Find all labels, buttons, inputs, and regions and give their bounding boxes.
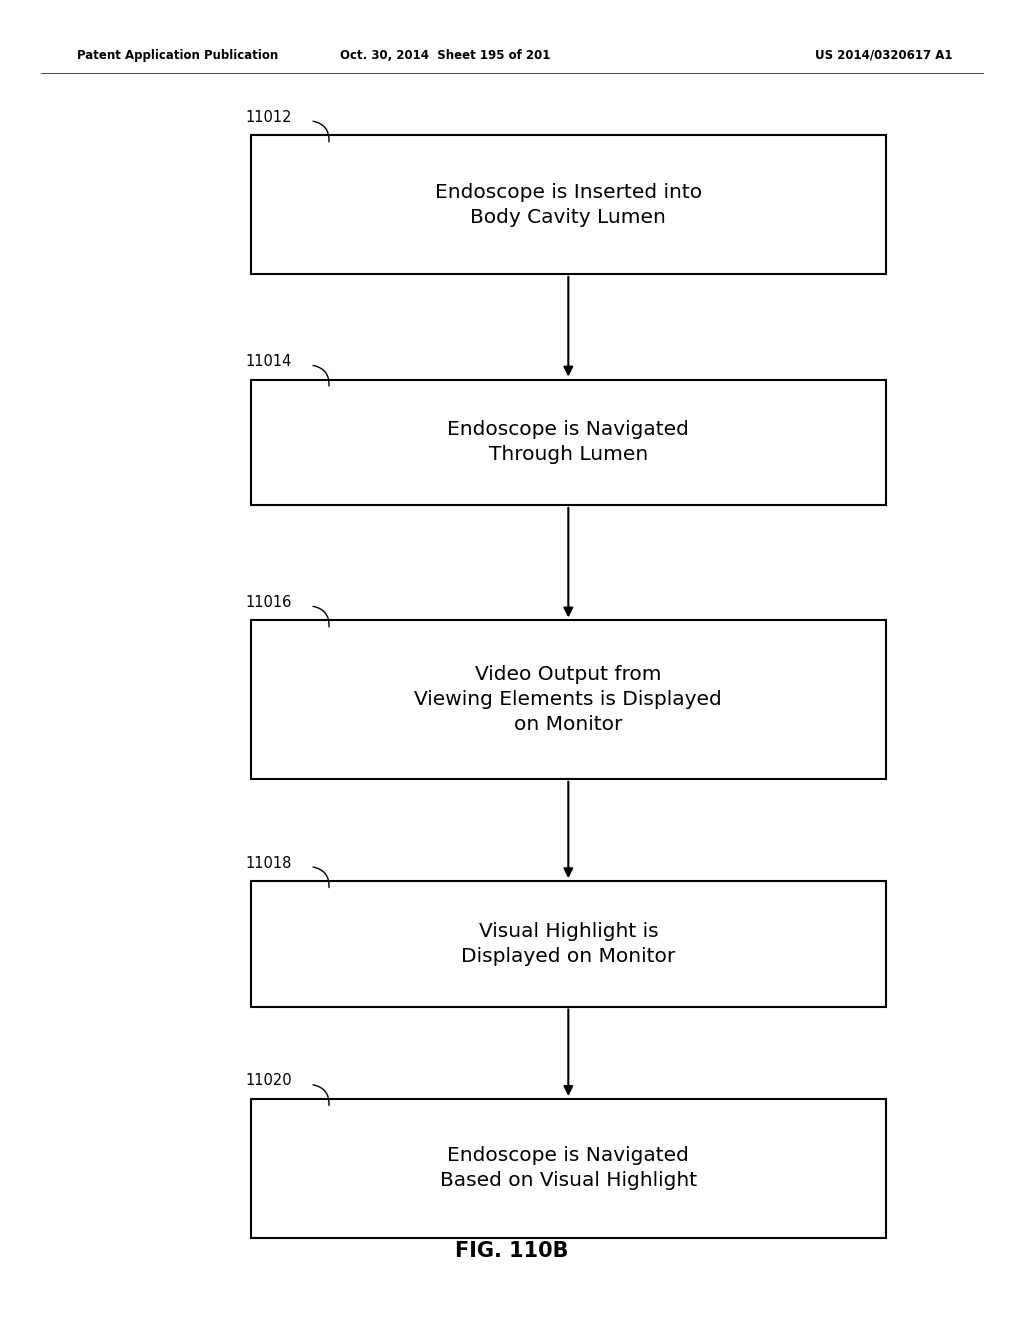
Text: Endoscope is Navigated
Based on Visual Highlight: Endoscope is Navigated Based on Visual H… — [439, 1146, 697, 1191]
Text: 11018: 11018 — [246, 855, 292, 871]
Text: Visual Highlight is
Displayed on Monitor: Visual Highlight is Displayed on Monitor — [461, 921, 676, 966]
Text: Patent Application Publication: Patent Application Publication — [77, 49, 279, 62]
Bar — [251, 380, 886, 504]
Bar — [251, 882, 886, 1006]
Text: Oct. 30, 2014  Sheet 195 of 201: Oct. 30, 2014 Sheet 195 of 201 — [340, 49, 551, 62]
Bar — [251, 620, 886, 779]
Bar — [251, 1098, 886, 1238]
Text: Endoscope is Inserted into
Body Cavity Lumen: Endoscope is Inserted into Body Cavity L… — [435, 182, 701, 227]
Text: 11012: 11012 — [246, 110, 292, 125]
Text: FIG. 110B: FIG. 110B — [456, 1241, 568, 1262]
Text: Endoscope is Navigated
Through Lumen: Endoscope is Navigated Through Lumen — [447, 420, 689, 465]
Text: 11014: 11014 — [246, 354, 292, 368]
Text: 11020: 11020 — [246, 1073, 293, 1088]
Text: Video Output from
Viewing Elements is Displayed
on Monitor: Video Output from Viewing Elements is Di… — [415, 665, 722, 734]
Text: 11016: 11016 — [246, 595, 292, 610]
Text: US 2014/0320617 A1: US 2014/0320617 A1 — [815, 49, 952, 62]
Bar — [251, 136, 886, 275]
